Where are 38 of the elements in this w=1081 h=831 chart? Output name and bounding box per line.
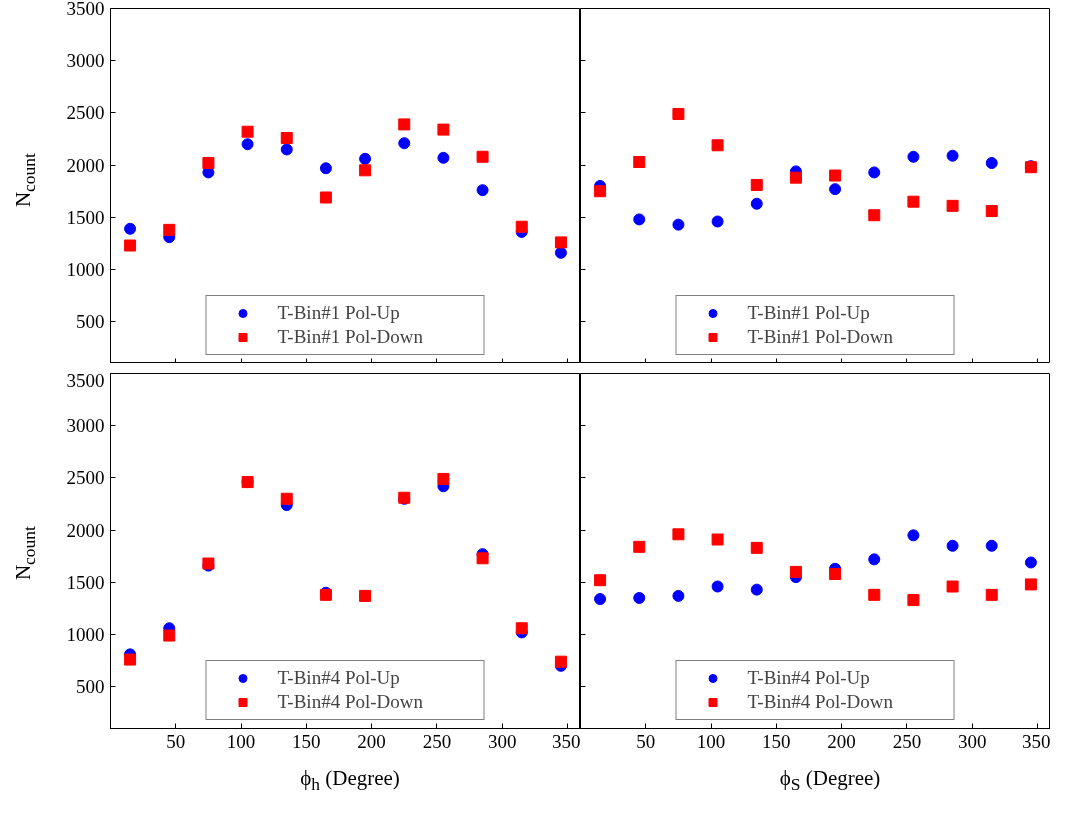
y-tick-label: 1500 [66, 206, 105, 228]
legend-label: T-Bin#1 Pol-Up [747, 302, 871, 324]
legend-label: T-Bin#4 Pol-Down [277, 691, 424, 713]
x-tick-label: 50 [166, 730, 186, 752]
y-tick-label: 3000 [66, 415, 105, 437]
x-tick-label: 150 [292, 730, 321, 752]
legend-label: T-Bin#4 Pol-Up [747, 667, 871, 689]
y-tick-label: 3500 [66, 369, 105, 391]
x-tick-label: 350 [552, 730, 581, 752]
x-tick-label: 250 [422, 730, 452, 752]
x-axis-title: ϕ$_{S}$ (Degree) [778, 765, 882, 797]
legend-label: T-Bin#1 Pol-Up [277, 302, 401, 324]
legend-label: T-Bin#4 Pol-Up [277, 667, 401, 689]
y-tick-label: 500 [76, 676, 105, 698]
legend-label: T-Bin#4 Pol-Down [747, 691, 894, 713]
y-tick-label: 2000 [66, 154, 105, 176]
y-tick-label: 2500 [66, 102, 105, 124]
legend-label: T-Bin#1 Pol-Down [747, 326, 894, 348]
y-tick-label: 3000 [66, 50, 105, 72]
x-tick-label: 50 [636, 730, 656, 752]
x-tick-label: 250 [892, 730, 922, 752]
y-tick-label: 1000 [66, 259, 105, 281]
y-tick-label: 1000 [66, 624, 105, 646]
y-tick-label: 1500 [66, 571, 105, 593]
x-tick-label: 100 [696, 730, 726, 752]
y-tick-label: 2500 [66, 467, 105, 489]
legend-label: T-Bin#1 Pol-Down [277, 326, 424, 348]
x-tick-label: 100 [226, 730, 256, 752]
x-tick-label: 200 [827, 730, 856, 752]
x-tick-label: 300 [487, 730, 517, 752]
y-tick-label: 500 [76, 311, 105, 333]
y-tick-label: 2000 [66, 519, 105, 541]
x-tick-label: 200 [357, 730, 386, 752]
x-tick-label: 300 [957, 730, 987, 752]
x-axis-title: ϕ$_{h}$ (Degree) [299, 765, 401, 797]
x-tick-label: 150 [762, 730, 791, 752]
x-tick-label: 350 [1022, 730, 1051, 752]
y-tick-label: 3500 [66, 0, 105, 19]
